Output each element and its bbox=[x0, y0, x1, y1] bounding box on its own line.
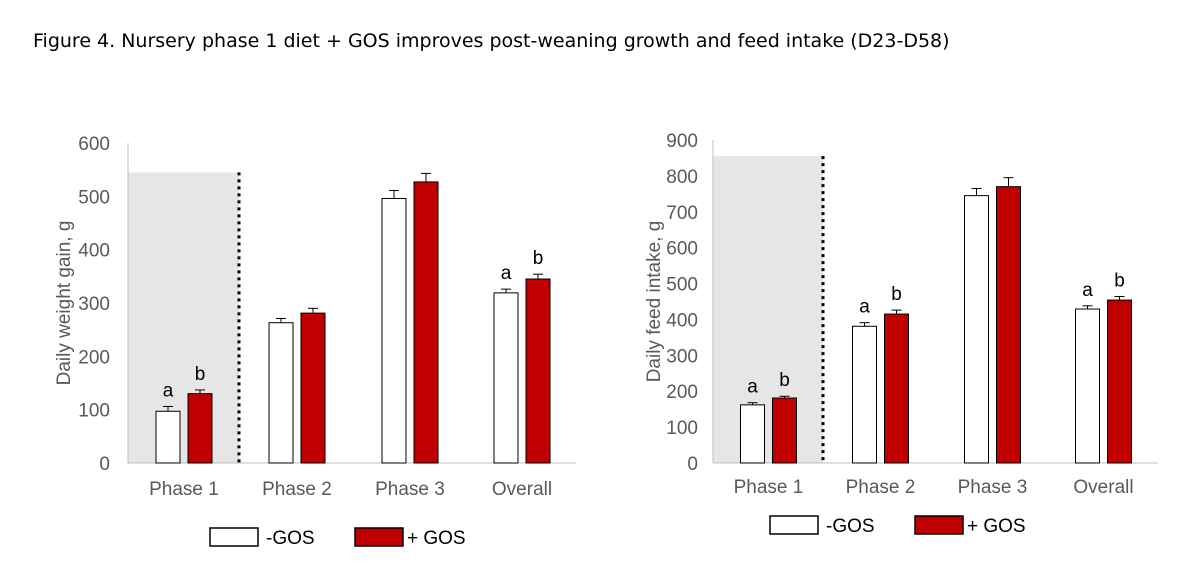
legend-label-gos: + GOS bbox=[407, 528, 466, 549]
y-tick-label: 900 bbox=[666, 131, 698, 152]
figure-title: Figure 4. Nursery phase 1 diet + GOS imp… bbox=[33, 30, 950, 52]
legend-label-no-gos: -GOS bbox=[826, 516, 875, 537]
bar-gos bbox=[300, 312, 326, 464]
significance-label: b bbox=[533, 248, 544, 269]
y-tick-label: 400 bbox=[666, 310, 698, 331]
y-tick-label: 200 bbox=[666, 382, 698, 403]
bar-no-gos bbox=[1075, 308, 1100, 464]
legend-swatch-no-gos bbox=[769, 515, 819, 535]
significance-label: a bbox=[501, 263, 512, 284]
y-tick-label: 0 bbox=[687, 454, 698, 475]
significance-label: b bbox=[779, 370, 790, 391]
y-tick-label: 500 bbox=[78, 187, 110, 208]
x-category-label: Phase 1 bbox=[734, 477, 804, 498]
legend-swatch-gos bbox=[914, 515, 964, 535]
bar-no-gos bbox=[493, 292, 519, 464]
y-tick-label: 100 bbox=[666, 418, 698, 439]
x-category-label: Overall bbox=[1073, 477, 1133, 498]
y-axis-title: Daily weight gain, g bbox=[54, 221, 75, 386]
y-tick-label: 300 bbox=[666, 346, 698, 367]
y-tick-label: 300 bbox=[78, 294, 110, 315]
significance-label: b bbox=[891, 284, 902, 305]
bar-no-gos bbox=[740, 404, 765, 464]
bar-no-gos bbox=[155, 410, 181, 464]
bar-gos bbox=[884, 313, 909, 464]
bar-gos bbox=[996, 186, 1021, 464]
y-axis-title: Daily feed intake, g bbox=[644, 221, 665, 383]
legend-swatch-gos bbox=[354, 527, 404, 547]
bar-gos bbox=[1107, 299, 1132, 464]
x-category-label: Phase 2 bbox=[846, 477, 916, 498]
bar-no-gos bbox=[381, 197, 407, 464]
significance-label: a bbox=[859, 297, 870, 318]
bar-gos bbox=[772, 397, 797, 464]
bar-gos bbox=[525, 278, 551, 464]
y-tick-label: 700 bbox=[666, 203, 698, 224]
bar-gos bbox=[413, 181, 439, 464]
bar-gos bbox=[187, 393, 213, 464]
bar-no-gos bbox=[852, 325, 877, 464]
phase1-shaded-region bbox=[713, 156, 823, 463]
y-tick-label: 200 bbox=[78, 347, 110, 368]
significance-label: a bbox=[163, 380, 174, 401]
y-tick-label: 400 bbox=[78, 241, 110, 262]
bar-no-gos bbox=[268, 322, 294, 464]
y-tick-label: 600 bbox=[78, 134, 110, 155]
y-tick-label: 600 bbox=[666, 239, 698, 260]
y-tick-label: 0 bbox=[99, 454, 110, 475]
y-tick-label: 100 bbox=[78, 401, 110, 422]
legend-label-no-gos: -GOS bbox=[266, 528, 315, 549]
significance-label: b bbox=[195, 364, 206, 385]
x-category-label: Phase 1 bbox=[149, 479, 219, 500]
bar-no-gos bbox=[964, 195, 989, 464]
x-category-label: Phase 3 bbox=[375, 479, 445, 500]
y-tick-label: 500 bbox=[666, 275, 698, 296]
y-tick-label: 800 bbox=[666, 167, 698, 188]
x-category-label: Overall bbox=[492, 479, 552, 500]
x-category-label: Phase 3 bbox=[958, 477, 1028, 498]
phase1-shaded-region bbox=[128, 172, 239, 464]
significance-label: a bbox=[1082, 280, 1093, 301]
significance-label: a bbox=[747, 377, 758, 398]
legend-swatch-no-gos bbox=[209, 527, 259, 547]
x-category-label: Phase 2 bbox=[262, 479, 332, 500]
legend-label-gos: + GOS bbox=[967, 516, 1026, 537]
significance-label: b bbox=[1114, 270, 1125, 291]
